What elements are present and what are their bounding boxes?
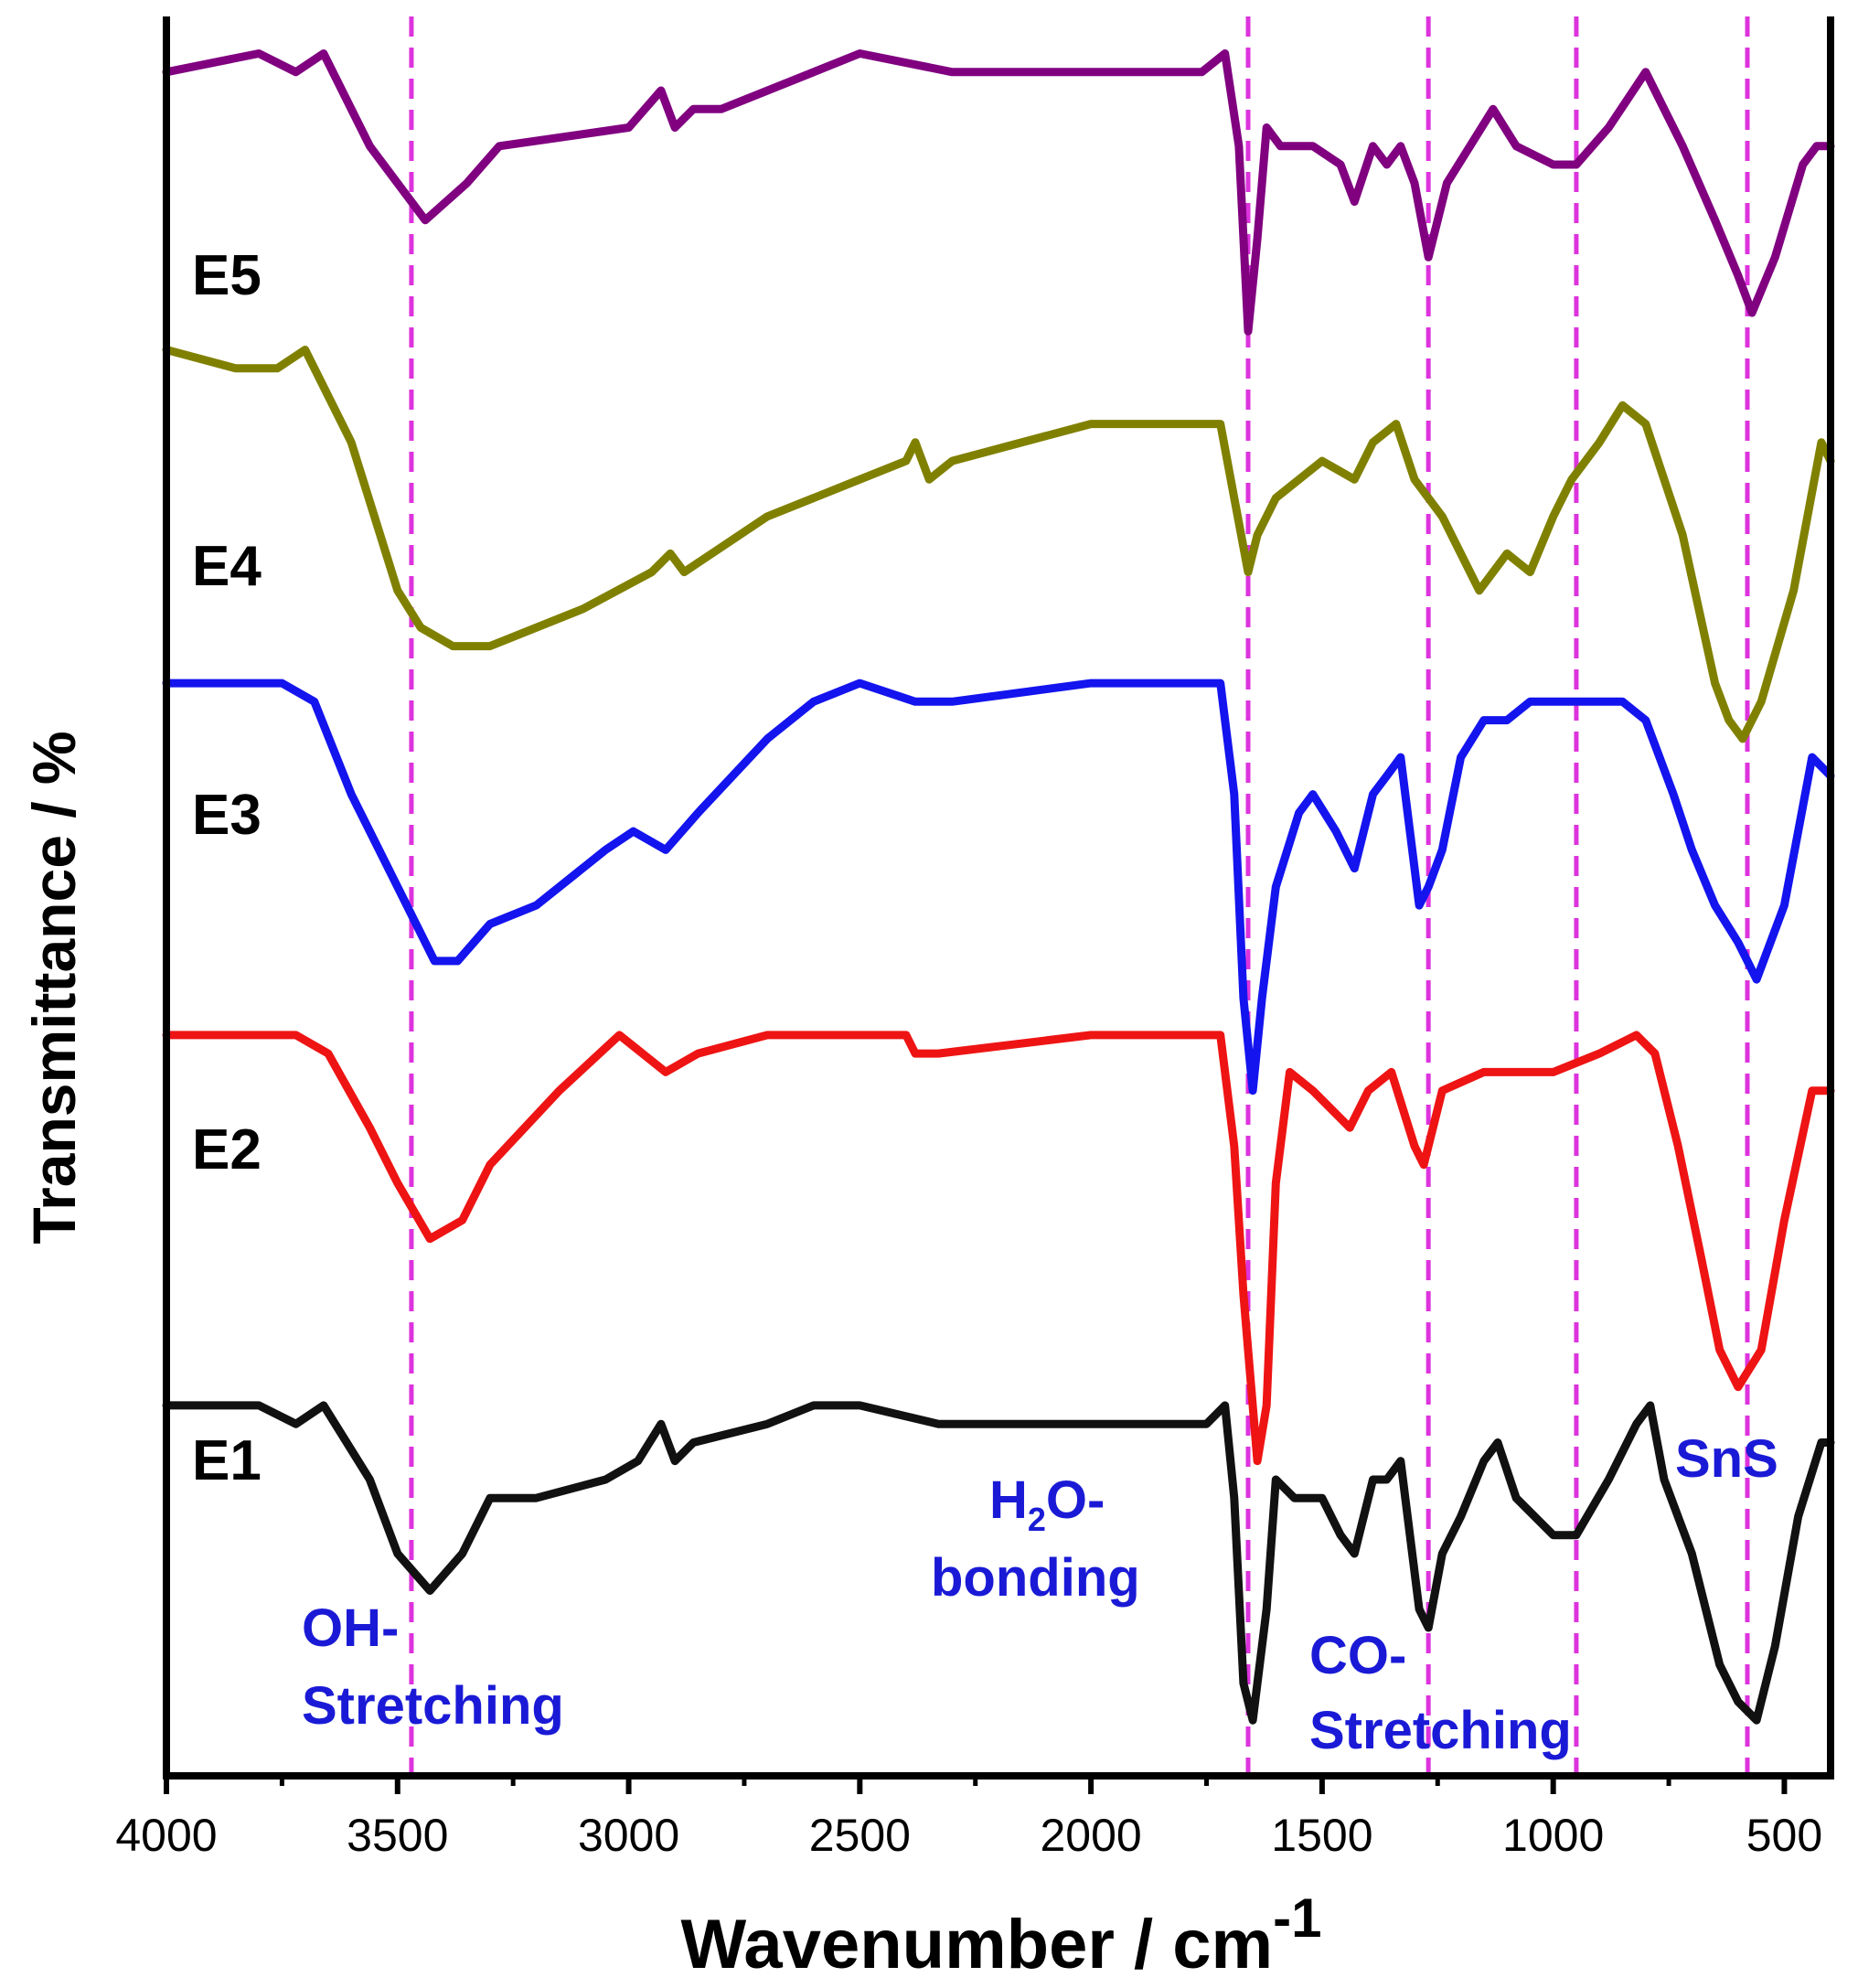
x-tick-label-4000: 4000 [115,1810,217,1861]
x-tick-label-1000: 1000 [1502,1810,1604,1861]
h2o-annotation-line2: bonding [931,1548,1140,1608]
series-labels: E5 E4 E3 E2 E1 [192,244,262,1492]
series-lines [162,49,1835,1725]
oh-annotation-line1: OH- [302,1598,399,1658]
series-label-e3: E3 [192,784,262,847]
series-line-e1 [162,1401,1835,1725]
x-axis-title: Wavenumber / cm-1 [681,1887,1322,1983]
oh-annotation-line2: Stretching [302,1676,564,1736]
y-axis-title: Transmittance / % [20,731,88,1244]
x-tick-label-3000: 3000 [578,1810,679,1861]
series-label-e2: E2 [192,1118,262,1181]
sns-annotation: SnS [1675,1429,1778,1489]
series-line-e4 [162,346,1835,743]
h2o-annotation-line1: H2O- [989,1470,1105,1538]
series-line-e3 [162,679,1835,1096]
series-label-e4: E4 [192,535,262,598]
x-tick-label-3500: 3500 [347,1810,448,1861]
co-annotation-line1: CO- [1309,1626,1406,1685]
x-axis-ticks: 4000 3500 3000 2500 2000 1500 1000 500 [115,1776,1822,1861]
x-tick-label-2500: 2500 [809,1810,911,1861]
co-annotation-line2: Stretching [1309,1701,1572,1760]
x-tick-label-2000: 2000 [1040,1810,1141,1861]
x-axis-title-superscript: -1 [1273,1887,1321,1949]
x-tick-label-1500: 1500 [1271,1810,1372,1861]
series-label-e1: E1 [192,1429,262,1492]
x-tick-label-500: 500 [1746,1810,1822,1861]
series-line-e5 [162,49,1835,336]
band-annotations: OH- Stretching H2O-bonding CO- Stretching SnS [302,1429,1778,1760]
series-line-e2 [162,1031,1835,1466]
x-axis-title-main: Wavenumber / cm [681,1906,1274,1983]
series-label-e5: E5 [192,244,262,307]
